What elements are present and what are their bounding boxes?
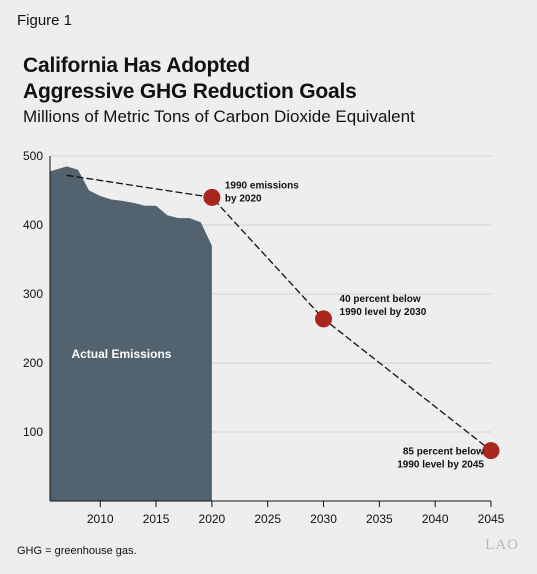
target-label-2020-line1: 1990 emissions [225,180,299,191]
target-label-2020-line2: by 2020 [225,193,262,204]
lao-logo: LAO [485,537,519,553]
x-tick-label-2025: 2025 [254,512,281,526]
area-layer [50,166,212,501]
x-tick-label-2010: 2010 [87,512,114,526]
y-tick-label-300: 300 [23,287,43,301]
area-actual-emissions [50,166,212,501]
figure-label: Figure 1 [17,12,73,29]
target-marker-2045 [482,442,500,460]
axes [49,156,492,507]
target-marker-2030 [315,310,333,328]
x-tick-label-2045: 2045 [478,512,505,526]
chart-subtitle: Millions of Metric Tons of Carbon Dioxid… [23,107,415,126]
footnote: GHG = greenhouse gas. [17,545,137,557]
x-tick-label-2040: 2040 [422,512,449,526]
target-line-layer [66,174,500,460]
area-label-actual-emissions: Actual Emissions [71,347,171,361]
target-label-2030-line1: 40 percent below [340,294,421,305]
x-tick-label-2030: 2030 [310,512,337,526]
x-tick-label-2015: 2015 [143,512,170,526]
x-tick-label-2020: 2020 [199,512,226,526]
target-dashed-line [66,174,492,452]
y-tick-label-400: 400 [23,218,43,232]
labels-layer: 100 200 300 400 500 Actual Emissions 2010 2015 2… [23,149,505,526]
target-marker-2020 [203,188,221,206]
target-label-2030-line2: 1990 level by 2030 [340,307,427,318]
y-tick-label-100: 100 [23,425,43,439]
chart-title: California Has Adopted Aggressive GHG Re… [23,53,357,105]
target-label-2045-line1: 85 percent below [403,447,484,458]
y-tick-label-200: 200 [23,356,43,370]
y-tick-label-500: 500 [23,149,43,163]
target-label-2045-line2: 1990 level by 2045 [397,460,484,471]
title-line-1: California Has Adopted [23,54,251,77]
x-tick-label-2035: 2035 [366,512,393,526]
title-line-2: Aggressive GHG Reduction Goals [23,80,357,103]
